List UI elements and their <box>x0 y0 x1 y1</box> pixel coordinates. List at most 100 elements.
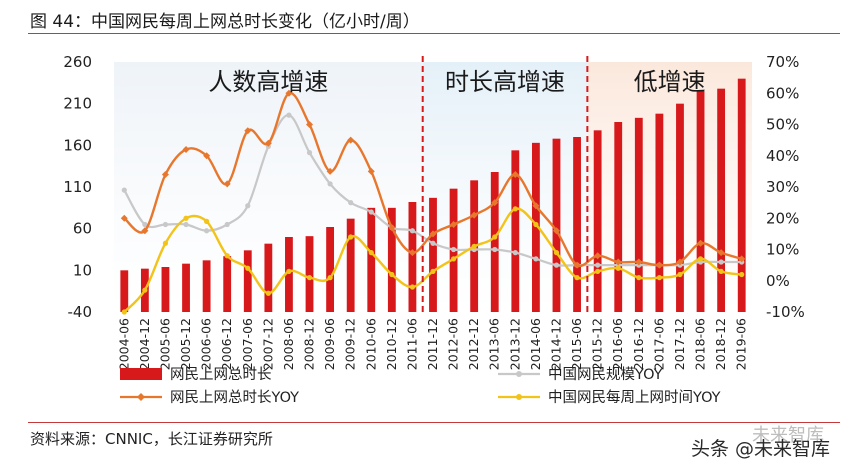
point-total-hours-yoy <box>511 171 519 178</box>
phase-labels: 人数高增速 时长高增速 低增速 <box>208 68 705 96</box>
point-weekly-time-yoy <box>162 240 169 246</box>
bar-total-hours <box>511 150 520 312</box>
legend-label: 中国网民每周上网时间YOY <box>548 389 721 406</box>
bar-total-hours <box>264 243 273 312</box>
point-weekly-time-yoy <box>512 206 518 212</box>
point-weekly-time-yoy <box>739 271 745 278</box>
bar-total-hours <box>717 88 726 313</box>
point-scale-yoy <box>121 187 127 193</box>
point-weekly-time-yoy <box>677 271 683 278</box>
x-tick-label: 2011-12 <box>425 318 440 370</box>
point-scale-yoy <box>204 228 210 234</box>
point-weekly-time-yoy <box>204 218 210 224</box>
point-weekly-time-yoy <box>553 250 560 256</box>
point-scale-yoy <box>245 203 251 209</box>
point-total-hours-yoy <box>573 261 581 269</box>
point-total-hours-yoy <box>203 152 211 160</box>
bar-total-hours <box>387 207 396 312</box>
chart-header: 图 44：中国网民每周上网总时长变化（亿小时/周） <box>0 0 859 34</box>
right-axis-tick: -10% <box>766 303 805 321</box>
x-tick-label: 2008-06 <box>281 318 296 370</box>
phase-label-2: 时长高增速 <box>445 68 565 96</box>
point-weekly-time-yoy <box>615 265 621 271</box>
left-axis-tick: 60 <box>73 220 92 238</box>
left-axis: -40 10 60 110 160 210 260 <box>63 53 92 321</box>
left-axis-tick: 10 <box>73 261 92 279</box>
bar-total-hours <box>429 197 437 312</box>
x-tick-label: 2010-06 <box>363 318 378 370</box>
legend-swatch-marker <box>137 393 145 401</box>
point-weekly-time-yoy <box>533 221 539 228</box>
x-tick-label: 2006-12 <box>219 318 234 370</box>
point-total-hours-yoy <box>388 224 396 232</box>
point-weekly-time-yoy <box>389 271 395 278</box>
bar-total-hours <box>737 78 746 313</box>
legend-swatch-bar <box>120 368 162 380</box>
point-scale-yoy <box>368 209 374 215</box>
x-tick-label: 2016-12 <box>631 318 646 370</box>
x-tick-label: 2017-12 <box>672 318 687 370</box>
legend-label: 网民上网总时长 <box>170 366 272 383</box>
bar-total-hours <box>161 267 170 312</box>
x-tick-label: 2018-12 <box>713 318 728 370</box>
point-scale-yoy <box>327 181 333 187</box>
point-weekly-time-yoy <box>636 275 642 281</box>
bar-total-hours <box>223 256 232 312</box>
point-weekly-time-yoy <box>471 243 477 249</box>
chart-title: 图 44：中国网民每周上网总时长变化（亿小时/周） <box>30 12 420 32</box>
point-scale-yoy <box>595 262 601 268</box>
phase-label-3: 低增速 <box>634 68 706 96</box>
point-total-hours-yoy <box>470 211 478 219</box>
x-tick-label: 2014-12 <box>548 318 563 370</box>
point-total-hours-yoy <box>614 258 622 266</box>
bar-total-hours <box>696 91 705 313</box>
point-scale-yoy <box>162 221 169 228</box>
point-weekly-time-yoy <box>142 287 148 293</box>
chart-canvas: 人数高增速 时长高增速 低增速 -40 10 60 110 160 210 260 -10% 0%… <box>63 53 805 406</box>
x-tick-label: 2013-12 <box>507 318 522 370</box>
x-tick-label: 2009-12 <box>343 318 358 370</box>
point-weekly-time-yoy <box>697 256 704 262</box>
point-weekly-time-yoy <box>656 275 662 281</box>
point-total-hours-yoy <box>347 136 355 144</box>
x-tick-label: 2018-06 <box>693 318 708 370</box>
bar-total-hours <box>367 207 376 312</box>
bar-total-hours <box>182 263 190 312</box>
bar-total-hours <box>285 237 293 312</box>
point-total-hours-yoy <box>161 171 169 178</box>
point-weekly-time-yoy <box>574 275 580 281</box>
point-scale-yoy <box>450 246 457 253</box>
point-weekly-time-yoy <box>224 253 230 259</box>
x-tick-label: 2016-06 <box>610 318 625 370</box>
x-tick-label: 2007-06 <box>240 318 255 370</box>
point-total-hours-yoy <box>697 239 705 247</box>
bar-total-hours <box>655 113 664 313</box>
point-total-hours-yoy <box>120 214 128 222</box>
right-axis-tick: 50% <box>766 116 799 134</box>
point-total-hours-yoy <box>367 167 375 175</box>
left-axis-tick: 210 <box>63 95 92 113</box>
x-tick-label: 2019-06 <box>734 318 749 370</box>
x-axis-labels: 2004-06 2004-12 2005-06 2005-12 2006-06 2006-… <box>116 318 748 370</box>
x-tick-label: 2014-06 <box>528 318 543 370</box>
x-tick-label: 2012-06 <box>446 318 461 370</box>
phase-bg-3 <box>587 62 752 312</box>
x-tick-label: 2006-06 <box>199 318 214 370</box>
point-weekly-time-yoy <box>718 268 724 274</box>
watermark-text: 头条 @未来智库 <box>690 438 830 460</box>
point-weekly-time-yoy <box>245 265 251 271</box>
legend-label: 中国网民规模YOY <box>548 366 663 383</box>
point-scale-yoy <box>142 221 148 228</box>
point-weekly-time-yoy <box>430 268 436 274</box>
point-total-hours-yoy <box>676 258 684 266</box>
point-weekly-time-yoy <box>450 256 457 262</box>
point-total-hours-yoy <box>594 252 602 260</box>
point-weekly-time-yoy <box>368 250 374 256</box>
right-axis-tick: 30% <box>766 178 799 196</box>
point-total-hours-yoy <box>738 255 746 263</box>
bar-total-hours <box>326 227 335 312</box>
point-total-hours-yoy <box>141 227 149 235</box>
point-scale-yoy <box>409 228 416 234</box>
point-weekly-time-yoy <box>409 284 416 290</box>
line-series <box>120 89 746 315</box>
